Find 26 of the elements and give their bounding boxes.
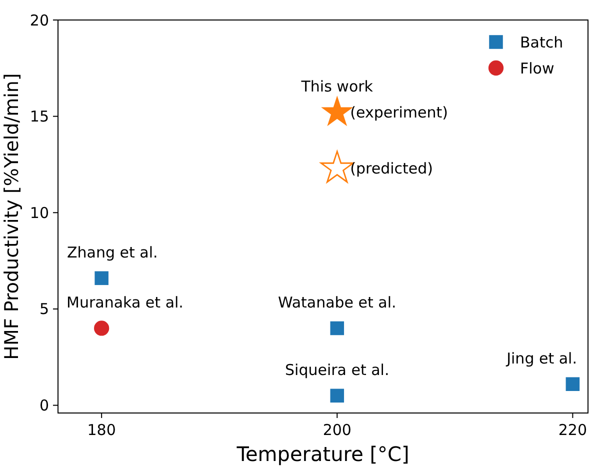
annotation: Watanabe et al. <box>278 293 396 312</box>
annotation: Siqueira et al. <box>285 360 390 379</box>
x-tick-label: 200 <box>322 421 352 439</box>
y-tick-label: 10 <box>30 204 49 222</box>
point <box>566 377 580 391</box>
point <box>330 388 344 403</box>
y-tick-label: 15 <box>30 108 49 126</box>
x-axis-title: Temperature [°C] <box>236 442 410 466</box>
point <box>94 320 110 336</box>
point <box>330 321 344 336</box>
point <box>94 271 108 286</box>
series-label: (predicted) <box>350 160 433 178</box>
annotation: Muranaka et al. <box>66 293 184 312</box>
y-axis-title: HMF Productivity [%Yield/min] <box>1 73 23 360</box>
y-tick-label: 5 <box>39 300 49 318</box>
annotation: Zhang et al. <box>67 243 158 262</box>
x-tick-label: 180 <box>87 421 116 439</box>
x-tick-label: 220 <box>558 421 588 439</box>
legend-label: Flow <box>520 59 554 78</box>
series-label: (experiment) <box>350 104 448 122</box>
legend-label: Batch <box>520 33 564 52</box>
annotation: This work <box>300 78 374 96</box>
point <box>321 96 354 126</box>
y-tick-label: 20 <box>30 11 49 30</box>
y-tick-label: 0 <box>39 396 49 415</box>
annotation: Jing et al. <box>506 349 578 368</box>
